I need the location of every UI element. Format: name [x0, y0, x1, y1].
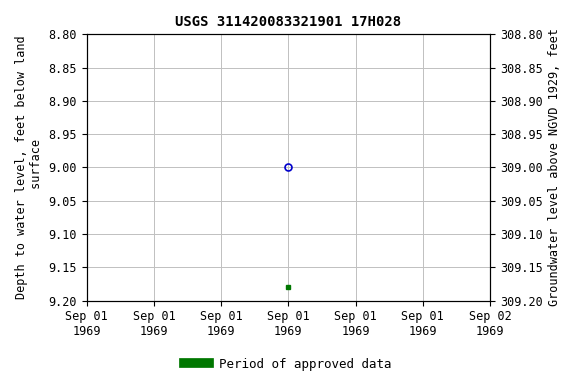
Legend: Period of approved data: Period of approved data	[179, 353, 397, 376]
Y-axis label: Depth to water level, feet below land
 surface: Depth to water level, feet below land su…	[15, 36, 43, 299]
Y-axis label: Groundwater level above NGVD 1929, feet: Groundwater level above NGVD 1929, feet	[548, 28, 561, 306]
Title: USGS 311420083321901 17H028: USGS 311420083321901 17H028	[175, 15, 401, 29]
